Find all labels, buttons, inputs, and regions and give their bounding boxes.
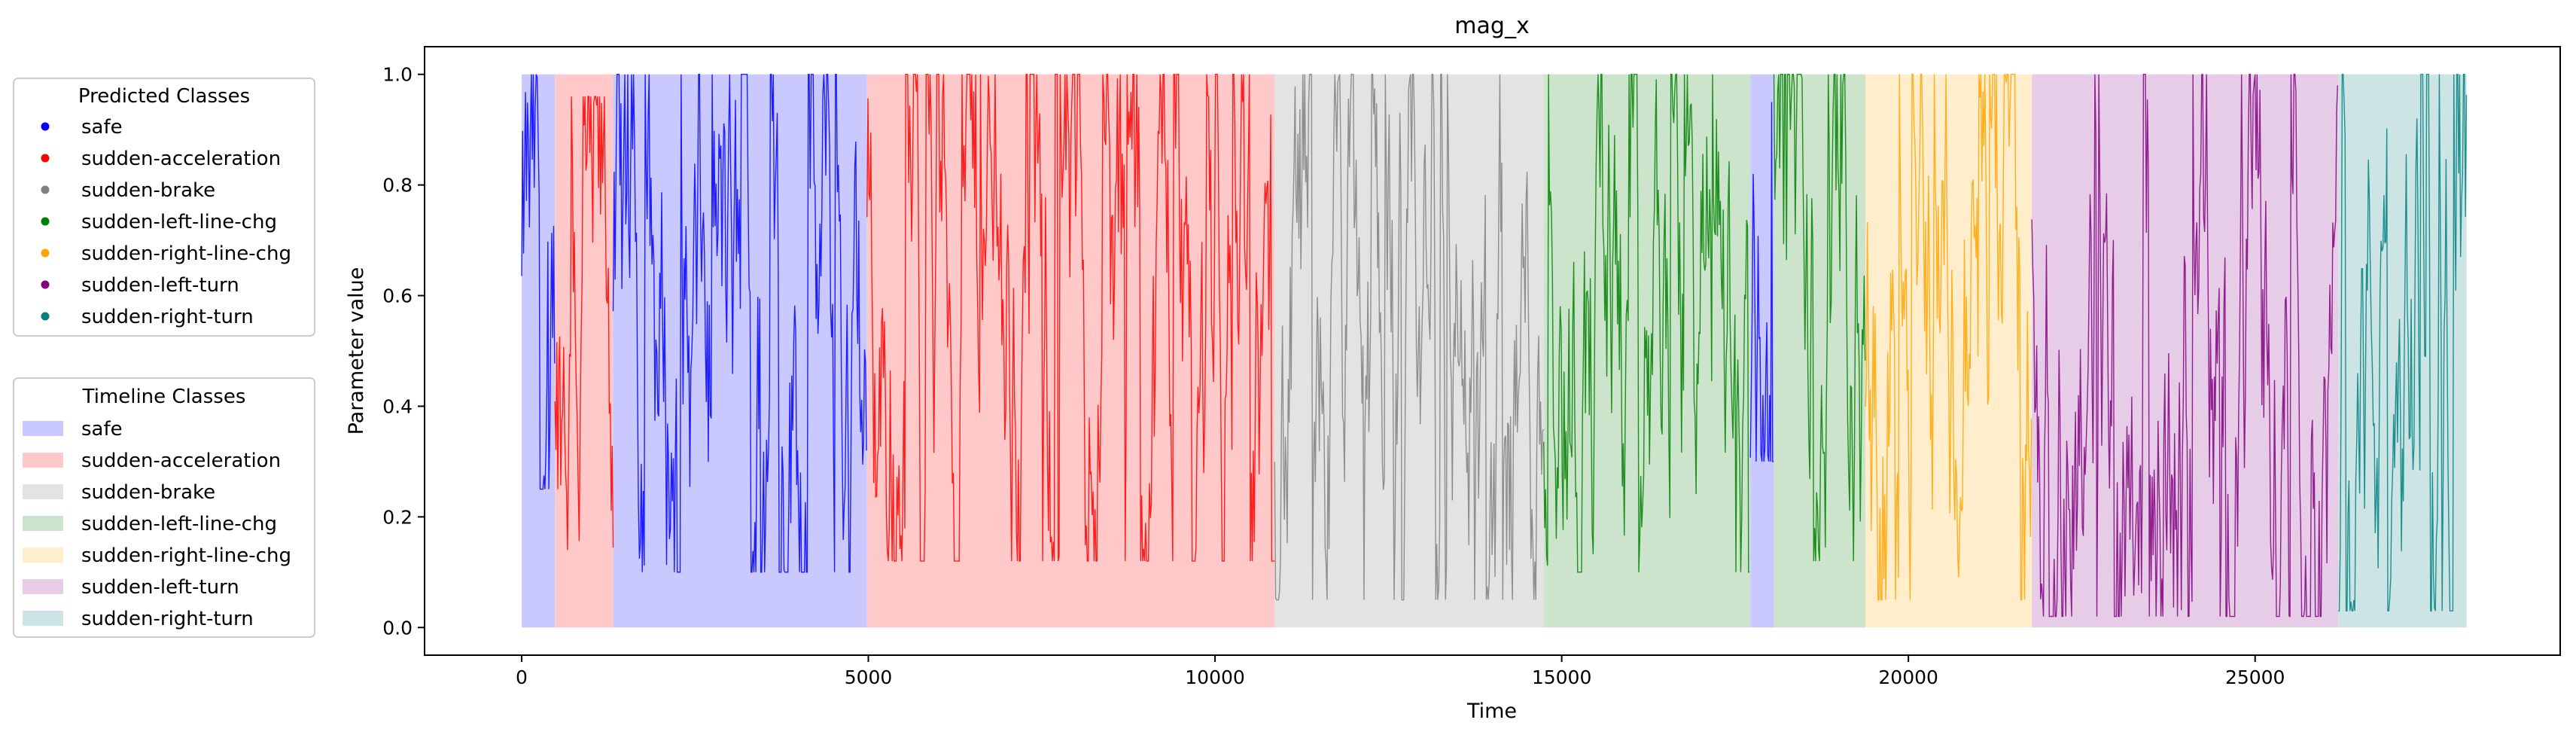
- legend-timeline-frame: [13, 377, 315, 638]
- y-tick-label: 0.2: [382, 506, 413, 528]
- legend-marker: [41, 312, 50, 321]
- signal-series: [1274, 73, 1545, 601]
- legend-label: sudden-right-line-chg: [81, 544, 291, 567]
- legend-label: sudden-left-turn: [81, 576, 239, 599]
- legend-timeline-title: Timeline Classes: [82, 386, 246, 408]
- legend-marker: [41, 249, 50, 258]
- legend-swatch: [23, 453, 63, 468]
- signal-series: [2338, 73, 2468, 611]
- legend-label: safe: [81, 418, 123, 441]
- x-tick-label: 10000: [1185, 666, 1245, 688]
- signal-series: [554, 96, 614, 550]
- y-axis-label: Parameter value: [345, 267, 368, 435]
- signal-series: [1542, 73, 1749, 573]
- legend-label: sudden-acceleration: [81, 450, 281, 472]
- legend-label: sudden-left-line-chg: [81, 211, 277, 233]
- timeline-span: [2338, 74, 2467, 628]
- y-tick-label: 0.6: [382, 285, 413, 307]
- legend-timeline-items: safe sudden-acceleration sudden-brake sudde…: [23, 418, 291, 630]
- legend-marker: [41, 122, 50, 131]
- signal-series: [1749, 102, 1774, 462]
- y-tick-label: 0.8: [382, 175, 413, 197]
- chart-title: mag_x: [1454, 13, 1529, 39]
- legend-swatch: [23, 421, 63, 436]
- legend-label: sudden-brake: [81, 179, 215, 202]
- legend-swatch: [23, 579, 63, 594]
- legend-label: safe: [81, 116, 123, 139]
- legend-marker: [41, 185, 50, 194]
- signal-series: [1865, 73, 2032, 601]
- legend-predicted-frame: [13, 78, 315, 337]
- y-axis: 0.0 0.2 0.4 0.6 0.8 1.0: [382, 64, 425, 639]
- signal-series: [866, 73, 1275, 562]
- legend-timeline: Timeline Classes safe sudden-acceleration…: [13, 377, 315, 638]
- legend-label: sudden-left-line-chg: [81, 513, 277, 535]
- legend-label: sudden-left-turn: [81, 274, 239, 297]
- legend-label: sudden-right-line-chg: [81, 242, 291, 265]
- timeline-span: [1750, 74, 1774, 628]
- x-tick-label: 15000: [1532, 666, 1592, 688]
- legend-swatch: [23, 484, 63, 499]
- legend-label: sudden-brake: [81, 481, 215, 504]
- x-tick-label: 0: [516, 666, 528, 688]
- plot-area: [424, 46, 2561, 656]
- x-axis-label: Time: [1466, 700, 1517, 723]
- signal-series: [612, 73, 867, 573]
- legend-predicted: Predicted Classes safe sudden-acceleratio…: [13, 78, 315, 337]
- legend-label: sudden-acceleration: [81, 148, 281, 170]
- legend-label: sudden-right-turn: [81, 608, 254, 630]
- legend-marker: [41, 154, 50, 163]
- timeline-span: [2032, 74, 2339, 628]
- timeline-span: [555, 74, 614, 628]
- y-tick-label: 0.0: [382, 617, 413, 639]
- legend-predicted-items: safe sudden-acceleration sudden-brake sudde…: [41, 116, 291, 328]
- legend-swatch: [23, 611, 63, 626]
- legend-swatch: [23, 547, 63, 563]
- signal-series: [1773, 73, 1866, 562]
- y-tick-label: 1.0: [382, 64, 413, 86]
- legend-swatch: [23, 516, 63, 531]
- plot-frame: [424, 46, 2561, 656]
- timeline-span: [613, 74, 867, 628]
- legend-marker: [41, 217, 50, 226]
- x-axis: 0 5000 10000 15000 20000 25000: [516, 655, 2285, 688]
- legend-predicted-title: Predicted Classes: [78, 85, 250, 108]
- legend-label: sudden-right-turn: [81, 306, 254, 328]
- signal-series: [2031, 73, 2338, 618]
- x-tick-label: 20000: [1878, 666, 1938, 688]
- legend-marker: [41, 280, 50, 289]
- signal-layer: [521, 73, 2468, 618]
- signal-series: [521, 74, 556, 490]
- x-tick-label: 5000: [845, 666, 893, 688]
- y-tick-label: 0.4: [382, 395, 413, 417]
- x-tick-label: 25000: [2225, 666, 2285, 688]
